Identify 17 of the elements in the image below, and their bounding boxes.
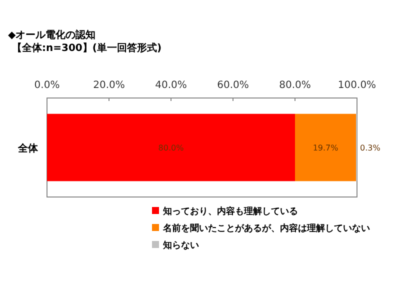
- x-tick-label: 100.0%: [338, 80, 376, 91]
- bar: [47, 114, 295, 182]
- text: 80.0%: [158, 144, 184, 152]
- x-tick-label: 40.0%: [155, 80, 187, 91]
- text: 0.3%: [360, 144, 380, 152]
- legend-label: 知っており、内容も理解している: [162, 206, 298, 217]
- legend-label: 知らない: [162, 240, 199, 251]
- y-tick-label: 全体: [17, 142, 39, 154]
- text: 19.7%: [312, 144, 338, 152]
- x-tick-label: 0.0%: [34, 80, 60, 91]
- x-tick-label: 20.0%: [93, 80, 125, 91]
- chart-title: ◆オール電化の認知: [8, 29, 96, 41]
- x-tick-label: 80.0%: [279, 80, 311, 91]
- chart-subtitle: 【全体:n=300】(単一回答形式): [12, 42, 162, 54]
- bar: [295, 114, 356, 182]
- legend-label: 名前を聞いたことがあるが、内容は理解していない: [162, 223, 370, 234]
- x-tick-label: 60.0%: [217, 80, 249, 91]
